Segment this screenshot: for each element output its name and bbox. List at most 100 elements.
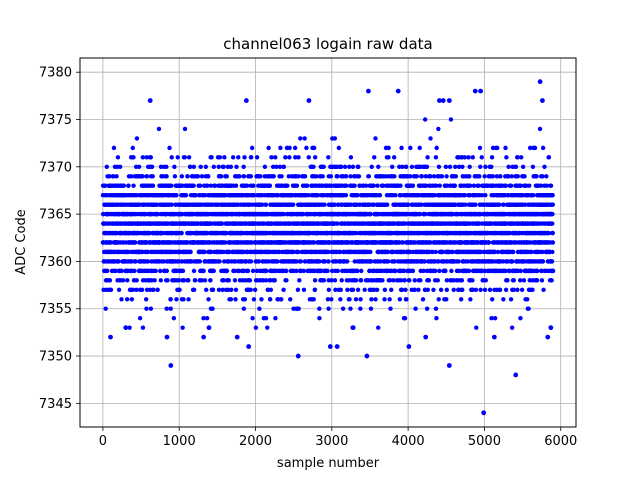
data-point bbox=[393, 192, 398, 198]
data-point bbox=[426, 278, 432, 283]
data-point bbox=[434, 315, 439, 321]
data-point bbox=[356, 174, 362, 179]
data-point bbox=[105, 268, 110, 274]
data-point bbox=[391, 155, 397, 160]
data-point bbox=[168, 306, 173, 311]
data-point bbox=[358, 297, 363, 302]
data-point bbox=[376, 325, 381, 330]
data-point bbox=[176, 278, 181, 283]
data-point bbox=[180, 325, 185, 330]
data-point bbox=[275, 259, 280, 264]
data-point bbox=[205, 183, 210, 188]
data-point bbox=[191, 183, 196, 188]
data-point bbox=[263, 202, 269, 207]
data-point bbox=[375, 183, 380, 188]
data-point bbox=[182, 155, 187, 160]
data-point bbox=[344, 183, 349, 188]
data-point bbox=[226, 278, 231, 283]
data-point bbox=[315, 192, 321, 198]
data-point bbox=[416, 287, 421, 293]
data-point bbox=[397, 297, 403, 302]
data-point bbox=[444, 278, 450, 283]
data-point bbox=[332, 202, 337, 207]
data-point bbox=[355, 287, 361, 293]
data-point bbox=[228, 297, 234, 302]
data-point bbox=[133, 259, 138, 264]
data-point bbox=[452, 183, 457, 188]
data-point bbox=[256, 259, 261, 264]
data-point bbox=[150, 183, 156, 188]
data-point bbox=[273, 315, 278, 321]
data-point bbox=[374, 287, 380, 293]
data-point bbox=[304, 183, 310, 188]
data-point bbox=[325, 297, 331, 302]
data-point bbox=[433, 306, 439, 311]
data-point bbox=[326, 155, 331, 160]
data-point bbox=[107, 278, 113, 283]
data-point bbox=[479, 192, 485, 198]
data-point bbox=[358, 278, 364, 283]
data-point bbox=[130, 145, 136, 151]
data-point bbox=[144, 287, 150, 293]
data-point bbox=[144, 306, 149, 311]
data-point bbox=[322, 259, 327, 264]
data-point bbox=[130, 287, 136, 293]
data-point bbox=[409, 164, 415, 170]
data-point bbox=[478, 249, 484, 255]
data-point bbox=[312, 287, 318, 293]
data-point bbox=[236, 155, 241, 160]
data-point bbox=[175, 155, 180, 160]
data-point bbox=[259, 202, 265, 207]
data-point bbox=[451, 287, 456, 293]
data-point bbox=[216, 164, 221, 170]
data-point bbox=[437, 183, 442, 188]
data-point bbox=[102, 183, 108, 188]
data-point bbox=[147, 230, 152, 236]
data-point bbox=[291, 202, 296, 207]
data-point bbox=[369, 297, 374, 302]
data-point bbox=[193, 192, 198, 198]
data-point bbox=[281, 211, 287, 217]
data-point bbox=[389, 287, 394, 293]
data-point bbox=[181, 278, 187, 283]
data-point bbox=[210, 287, 216, 293]
data-point bbox=[133, 240, 138, 245]
data-point bbox=[203, 192, 208, 198]
data-point bbox=[373, 297, 378, 302]
data-point bbox=[221, 278, 226, 283]
data-point bbox=[149, 164, 155, 170]
data-point bbox=[433, 155, 439, 160]
data-point bbox=[183, 192, 189, 198]
data-point bbox=[271, 174, 276, 179]
data-point bbox=[403, 287, 408, 293]
data-point bbox=[296, 306, 301, 311]
data-point bbox=[328, 174, 334, 179]
data-point bbox=[436, 297, 441, 302]
data-point bbox=[424, 164, 430, 170]
data-point bbox=[211, 268, 216, 274]
data-point bbox=[208, 183, 214, 188]
data-point bbox=[306, 155, 311, 160]
data-point bbox=[350, 164, 356, 170]
data-point bbox=[140, 155, 146, 160]
data-point bbox=[428, 174, 433, 179]
data-point bbox=[121, 183, 127, 188]
data-point bbox=[368, 306, 374, 311]
data-point bbox=[104, 164, 109, 170]
data-point bbox=[113, 268, 118, 274]
data-point bbox=[376, 164, 381, 170]
data-point bbox=[232, 268, 237, 274]
data-point bbox=[338, 164, 344, 170]
data-point bbox=[180, 268, 186, 274]
data-point bbox=[179, 174, 185, 179]
data-point bbox=[439, 174, 445, 179]
data-point bbox=[386, 155, 391, 160]
data-point bbox=[408, 174, 413, 179]
data-point bbox=[129, 174, 134, 179]
data-point bbox=[342, 164, 348, 170]
data-point bbox=[447, 164, 453, 170]
data-point bbox=[473, 287, 479, 293]
data-point bbox=[185, 174, 190, 179]
data-point bbox=[206, 297, 211, 302]
data-point bbox=[211, 164, 217, 170]
